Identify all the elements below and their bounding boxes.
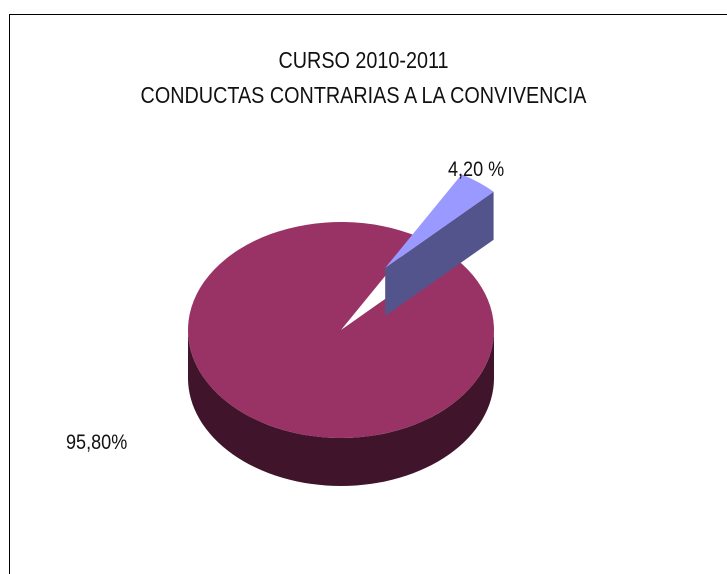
chart-frame	[9, 14, 727, 574]
pie-chart	[188, 174, 495, 486]
chart-subtitle: CONDUCTAS CONTRARIAS A LA CONVIVENCIA	[140, 82, 587, 108]
slice-label-large: 95,80%	[66, 431, 128, 454]
chart-title: CURSO 2010-2011	[278, 47, 449, 73]
slice-side-small	[385, 191, 494, 316]
slice-top-large	[188, 222, 495, 439]
slice-side-large	[188, 330, 494, 486]
slice-top-small	[385, 174, 494, 268]
slice-label-small: 4,20 %	[448, 158, 505, 181]
